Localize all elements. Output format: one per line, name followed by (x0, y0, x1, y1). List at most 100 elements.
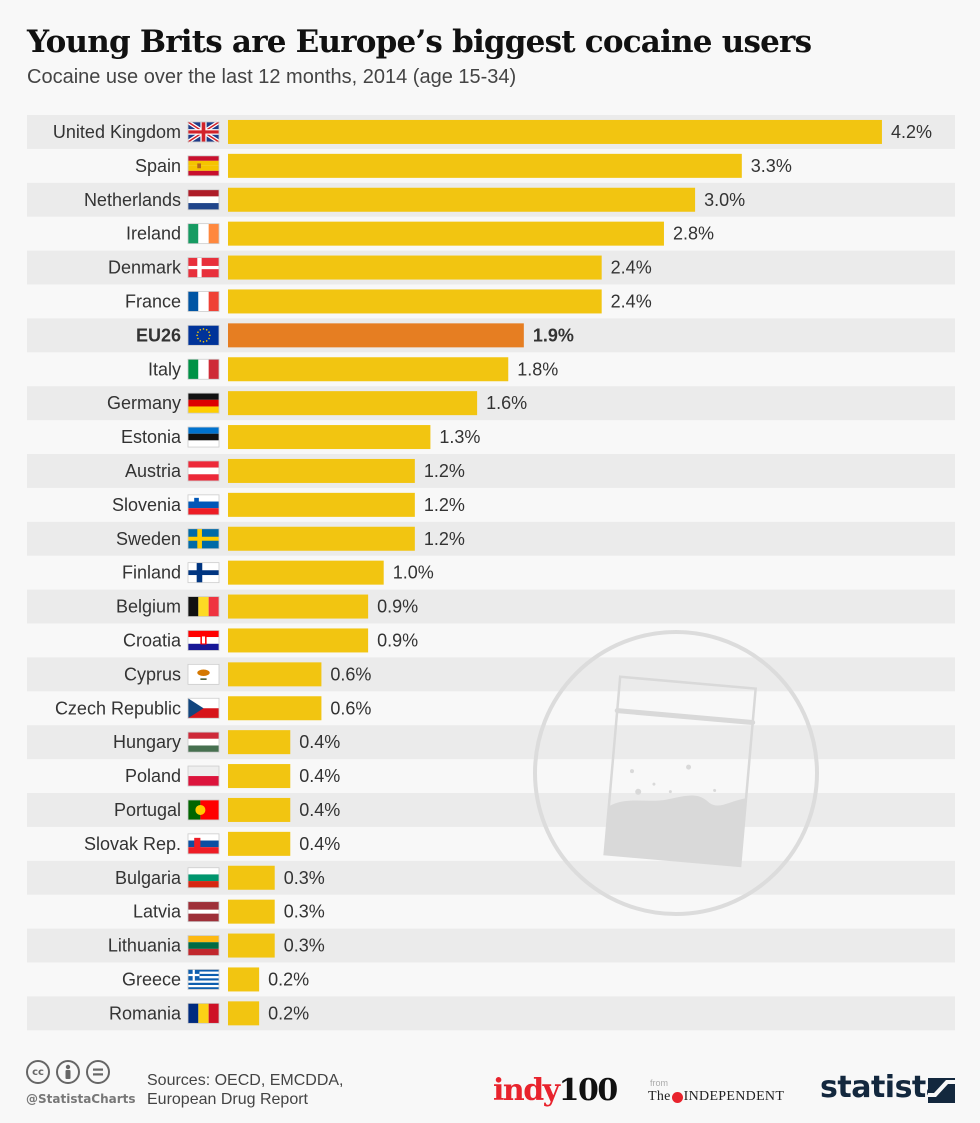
bar[interactable] (228, 153, 742, 178)
value-label: 0.4% (299, 766, 340, 786)
independent-logo[interactable]: The INDEPENDENT (648, 1089, 784, 1105)
row-stripe (27, 996, 955, 1031)
bar[interactable] (228, 628, 369, 653)
row-stripe (27, 657, 955, 692)
bar[interactable] (228, 425, 431, 450)
category-label: Belgium (116, 597, 181, 617)
category-label: Italy (148, 359, 181, 379)
row-stripe (27, 928, 955, 963)
value-label: 1.3% (439, 427, 480, 447)
chart-subtitle: Cocaine use over the last 12 months, 201… (27, 66, 517, 88)
indy-logo-number: 100 (558, 1073, 619, 1108)
row-stripe (27, 589, 955, 624)
statista-handle[interactable]: @StatistaCharts (26, 1092, 136, 1106)
value-label: 0.3% (284, 936, 325, 956)
bar[interactable] (228, 119, 882, 144)
portugal-flag-icon (187, 799, 220, 821)
value-label: 0.2% (268, 969, 309, 989)
category-label: Romania (109, 1003, 182, 1023)
sweden-flag-icon (187, 528, 220, 550)
sources-line-1: Sources: OECD, EMCDDA, (147, 1072, 344, 1089)
value-label: 1.6% (486, 393, 527, 413)
bar[interactable] (228, 458, 415, 483)
value-label: 0.3% (284, 868, 325, 888)
bar[interactable] (228, 323, 524, 348)
value-label: 2.4% (611, 258, 652, 278)
bar[interactable] (228, 730, 291, 755)
row-stripe (27, 454, 955, 488)
bar[interactable] (228, 797, 291, 822)
category-label: Czech Republic (55, 698, 181, 718)
category-label: Germany (107, 393, 181, 413)
greece-flag-icon (187, 969, 220, 990)
value-label: 0.6% (330, 698, 371, 718)
czech-flag-icon (187, 697, 220, 719)
bar[interactable] (228, 865, 275, 890)
bar[interactable] (228, 899, 275, 924)
category-label: Ireland (126, 224, 181, 244)
bar[interactable] (228, 391, 478, 416)
hungary-flag-icon (187, 731, 220, 753)
value-label: 0.4% (299, 800, 340, 820)
bar[interactable] (228, 357, 509, 382)
bar[interactable] (228, 764, 291, 789)
bar[interactable] (228, 594, 369, 619)
category-label: Netherlands (84, 190, 181, 210)
baggie-seal (614, 708, 756, 725)
category-label: Sweden (116, 529, 181, 549)
license-icons: cc (26, 1060, 110, 1084)
bar[interactable] (228, 221, 664, 246)
category-label: Lithuania (108, 936, 182, 956)
category-label: Greece (122, 969, 181, 989)
no-derivatives-icon (86, 1060, 110, 1084)
category-label: United Kingdom (53, 122, 181, 142)
bar[interactable] (228, 1001, 260, 1026)
value-label: 0.4% (299, 732, 340, 752)
cyprus-flag-icon (187, 663, 220, 685)
spain-flag-icon (187, 155, 220, 177)
finland-flag-icon (187, 562, 220, 584)
category-label: Latvia (133, 902, 182, 922)
value-label: 1.2% (424, 495, 465, 515)
value-label: 0.2% (268, 1003, 309, 1023)
eu-flag-icon (187, 324, 220, 346)
bar[interactable] (228, 933, 275, 958)
poland-flag-icon (187, 765, 220, 787)
statista-logo-text[interactable]: statista (820, 1070, 946, 1105)
bar[interactable] (228, 662, 322, 687)
uk-flag-icon (186, 120, 221, 144)
value-label: 1.2% (424, 529, 465, 549)
croatia-flag-icon (187, 630, 220, 651)
category-label: Spain (135, 156, 181, 176)
indy100-logo[interactable]: indy100 (493, 1073, 619, 1108)
bar[interactable] (228, 187, 696, 212)
category-label: Finland (122, 563, 181, 583)
bulgaria-flag-icon (187, 867, 220, 889)
bar[interactable] (228, 255, 602, 280)
category-label: Croatia (123, 630, 182, 650)
netherlands-flag-icon (187, 189, 220, 211)
bar[interactable] (228, 289, 602, 314)
row-stripe (27, 386, 955, 421)
bar[interactable] (228, 560, 384, 585)
value-label: 0.3% (284, 902, 325, 922)
belgium-flag-icon (187, 596, 220, 617)
category-label: Bulgaria (115, 868, 182, 888)
cc-icon: cc (26, 1060, 50, 1084)
bar[interactable] (228, 492, 415, 517)
value-label: 3.3% (751, 156, 792, 176)
bar[interactable] (228, 526, 415, 551)
category-label: Slovak Rep. (84, 834, 181, 854)
bar[interactable] (228, 967, 260, 992)
value-label: 1.2% (424, 461, 465, 481)
sources-note: Sources: OECD, EMCDDA, European Drug Rep… (147, 1071, 343, 1109)
value-label: 0.9% (377, 597, 418, 617)
category-label: Portugal (114, 800, 181, 820)
value-label: 2.8% (673, 224, 714, 244)
bar[interactable] (228, 696, 322, 721)
independent-eagle-icon (671, 1091, 683, 1103)
slovakia-flag-icon (187, 833, 220, 855)
lithuania-flag-icon (187, 935, 220, 956)
bar[interactable] (228, 831, 291, 856)
category-label: Cyprus (124, 664, 181, 684)
